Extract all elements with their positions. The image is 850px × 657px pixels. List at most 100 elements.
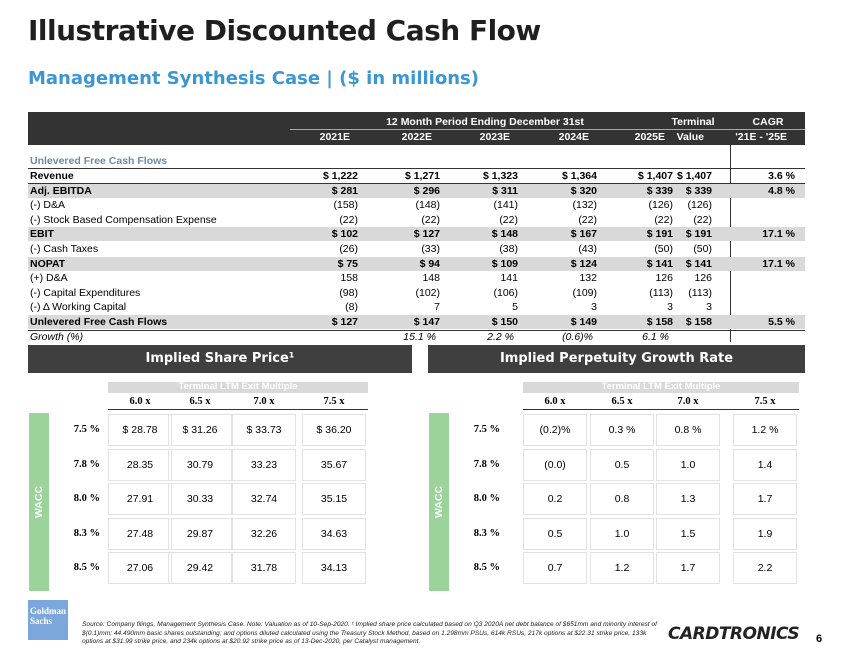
cell-frame <box>168 517 232 550</box>
cell: (43) <box>578 243 597 255</box>
section-label: Unlevered Free Cash Flows <box>30 155 168 167</box>
cell-frame <box>733 552 797 584</box>
cell: (33) <box>421 243 440 255</box>
cell: 29.42 <box>186 562 214 574</box>
cell: 141 <box>500 272 518 285</box>
cell-frame <box>232 414 296 446</box>
cell: $ 109 <box>491 257 518 270</box>
cell-frame <box>656 448 720 481</box>
cell: (22) <box>499 213 518 226</box>
cell: 33.23 <box>250 458 278 471</box>
cell: 32.74 <box>250 493 278 505</box>
row-shade <box>28 183 805 198</box>
cell: (109) <box>572 286 597 299</box>
cell: 0.2 <box>547 493 563 505</box>
cell: (113) <box>688 286 712 299</box>
cell: 1.0 <box>614 527 630 540</box>
cell: $ 102 <box>331 228 358 241</box>
cell: $ 75 <box>337 257 358 270</box>
cell: (102) <box>415 286 440 299</box>
cell: $ 147 <box>413 316 440 328</box>
column-header: 6.0 x <box>544 396 566 407</box>
cell: 3 <box>706 301 712 314</box>
row-label: 8.5 % <box>473 562 500 573</box>
cell-frame <box>168 552 232 584</box>
cell-frame <box>108 448 172 481</box>
cell-frame <box>733 448 797 481</box>
cell: (22) <box>339 213 358 226</box>
cell-frame <box>590 448 654 481</box>
growth-cell: 6.1 % <box>642 330 669 343</box>
cell: $ 1,407 <box>637 170 673 182</box>
cell: 35.67 <box>320 458 348 471</box>
cell: 32.26 <box>250 527 278 540</box>
cell: (0.0) <box>544 458 566 471</box>
multiple-band <box>523 382 799 393</box>
cell: (50) <box>693 243 712 255</box>
row-label: 8.5 % <box>73 562 100 573</box>
cell: 0.3 % <box>608 424 636 436</box>
growth-label: Growth (%) <box>30 330 84 343</box>
column-header: '21E - '25E <box>735 131 787 143</box>
column-header: 7.0 x <box>253 396 275 407</box>
row-label: (+) D&A <box>30 272 68 285</box>
cell: (126) <box>648 199 673 212</box>
cell: 31.78 <box>250 562 278 574</box>
cell: 29.87 <box>186 527 214 540</box>
column-header: 6.0 x <box>129 396 151 407</box>
cell-frame <box>656 552 720 584</box>
cell: $ 148 <box>491 228 518 241</box>
column-header: 2022E <box>401 131 432 143</box>
row-border <box>28 168 805 184</box>
cell-frame <box>656 414 720 446</box>
cell: (22) <box>654 213 673 226</box>
row-header: WACC <box>433 485 445 519</box>
cell: 3.6 % <box>768 170 795 182</box>
column-header: 2024E <box>558 131 589 143</box>
cell: $ 158 <box>646 316 673 328</box>
cell-frame <box>590 483 654 515</box>
cell: $ 127 <box>331 316 358 328</box>
row-label: 7.5 % <box>73 424 100 435</box>
cell: (106) <box>493 286 518 299</box>
cell: 0.5 <box>547 527 563 540</box>
cell: (126) <box>687 199 712 212</box>
page-number: 6 <box>816 633 823 645</box>
cell: $ 311 <box>492 184 518 197</box>
cell: 28.35 <box>126 458 154 471</box>
cell-frame <box>108 414 172 446</box>
column-group-header: Terminal LTM Exit Multiple <box>178 381 298 392</box>
cell-frame <box>733 414 797 446</box>
cell: (113) <box>649 286 673 299</box>
cell-frame <box>302 483 366 515</box>
source-note: Source: Company filings, Management Synt… <box>82 621 657 645</box>
row-label: 7.8 % <box>473 458 500 470</box>
growth-cell: 15.1 % <box>403 330 436 343</box>
row-label: (-) Stock Based Compensation Expense <box>30 213 217 226</box>
column-rule <box>108 409 368 410</box>
cell: $ 94 <box>419 257 440 270</box>
cell: 1.7 <box>757 493 773 505</box>
cell: $ 1,222 <box>322 170 358 182</box>
cell: 7 <box>434 301 440 314</box>
section-title: Implied Share Price¹ <box>145 351 295 366</box>
cell: $ 339 <box>646 184 673 197</box>
cagr-divider <box>730 112 731 342</box>
cell: 30.33 <box>186 493 214 505</box>
cell: $ 320 <box>570 184 597 197</box>
cell-frame <box>168 414 232 446</box>
cell: (38) <box>499 243 518 255</box>
cell-frame <box>733 483 797 515</box>
row-label: (-) Δ Working Capital <box>30 301 127 314</box>
growth-cell: (0.6)% <box>562 330 593 343</box>
cell: $ 167 <box>570 228 597 241</box>
row-shade <box>28 256 805 271</box>
row-shade <box>28 227 805 242</box>
cell: $ 1,323 <box>482 170 518 182</box>
cell: 34.63 <box>320 527 348 540</box>
cell: $ 149 <box>570 316 597 328</box>
cell-frame <box>232 483 296 515</box>
cell: 0.8 % <box>674 424 702 436</box>
cell-frame <box>302 517 366 550</box>
cell-frame <box>232 448 296 481</box>
